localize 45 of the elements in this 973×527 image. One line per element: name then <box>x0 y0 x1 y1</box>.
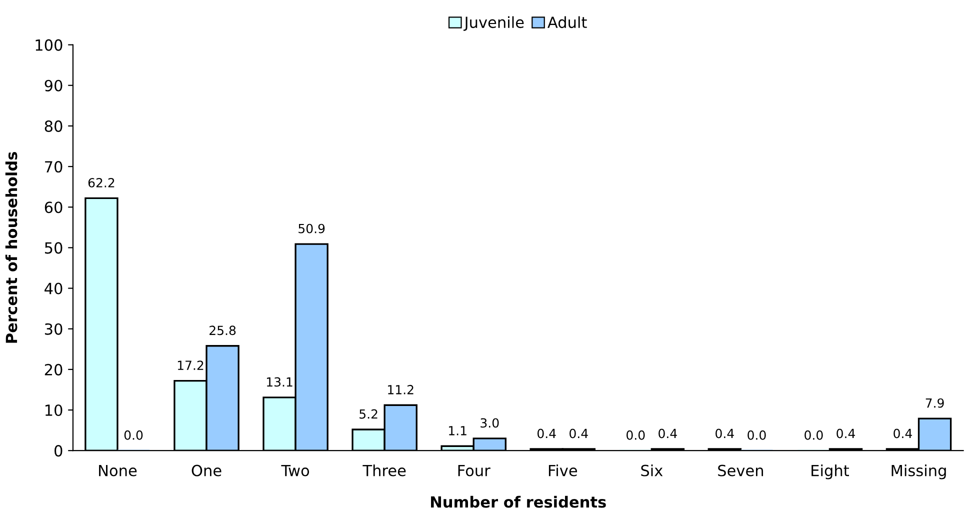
x-tick-label: None <box>99 464 137 476</box>
data-label: 0.4 <box>894 428 912 438</box>
x-tick-label: Two <box>281 464 310 476</box>
data-label: 25.8 <box>210 326 236 336</box>
data-label: 13.1 <box>266 377 292 387</box>
data-label: 11.2 <box>388 384 414 394</box>
data-label: 17.2 <box>178 360 204 370</box>
y-tick-label: 40 <box>44 282 62 294</box>
x-tick-label: Eight <box>812 464 849 480</box>
data-label: 0.4 <box>537 428 556 438</box>
data-label: 0.4 <box>658 428 677 438</box>
x-tick-label: Missing <box>892 464 946 480</box>
x-tick-label: Six <box>641 464 663 476</box>
data-label: 0.0 <box>748 430 766 440</box>
y-tick-label: 50 <box>44 242 62 254</box>
x-tick-label: Four <box>458 464 490 476</box>
y-axis-title: Percent of households <box>5 152 18 343</box>
y-tick-label: 70 <box>45 160 62 173</box>
data-label: 0.4 <box>570 428 588 438</box>
x-tick-label: Seven <box>718 464 764 476</box>
y-tick-label: 90 <box>44 80 62 92</box>
y-tick-label: 10 <box>45 404 62 416</box>
data-label: 0.4 <box>836 428 855 438</box>
x-tick-label: Three <box>362 464 406 476</box>
x-axis-title: Number of residents <box>431 496 606 508</box>
y-tick-label: 100 <box>36 39 62 51</box>
y-tick-label: 0 <box>54 445 62 457</box>
x-tick-label: One <box>192 464 222 476</box>
data-label: 3.0 <box>480 418 499 428</box>
data-label: 62.2 <box>88 178 114 188</box>
data-label: 1.1 <box>449 426 466 436</box>
data-label: 0.0 <box>626 430 645 440</box>
data-label: 7.9 <box>926 398 944 408</box>
data-label: 0.0 <box>804 430 823 440</box>
data-label: 0.4 <box>716 428 734 438</box>
data-label: 5.2 <box>360 409 378 419</box>
data-label: 0.0 <box>124 430 143 440</box>
legend-label: Adult <box>548 16 587 28</box>
x-tick-label: Five <box>548 464 578 476</box>
y-tick-label: 60 <box>44 202 62 214</box>
data-label: 50.9 <box>298 224 325 234</box>
y-tick-label: 20 <box>44 364 62 376</box>
y-tick-label: 30 <box>44 323 62 335</box>
legend-label: Juvenile <box>464 16 524 31</box>
y-tick-label: 80 <box>44 120 62 132</box>
